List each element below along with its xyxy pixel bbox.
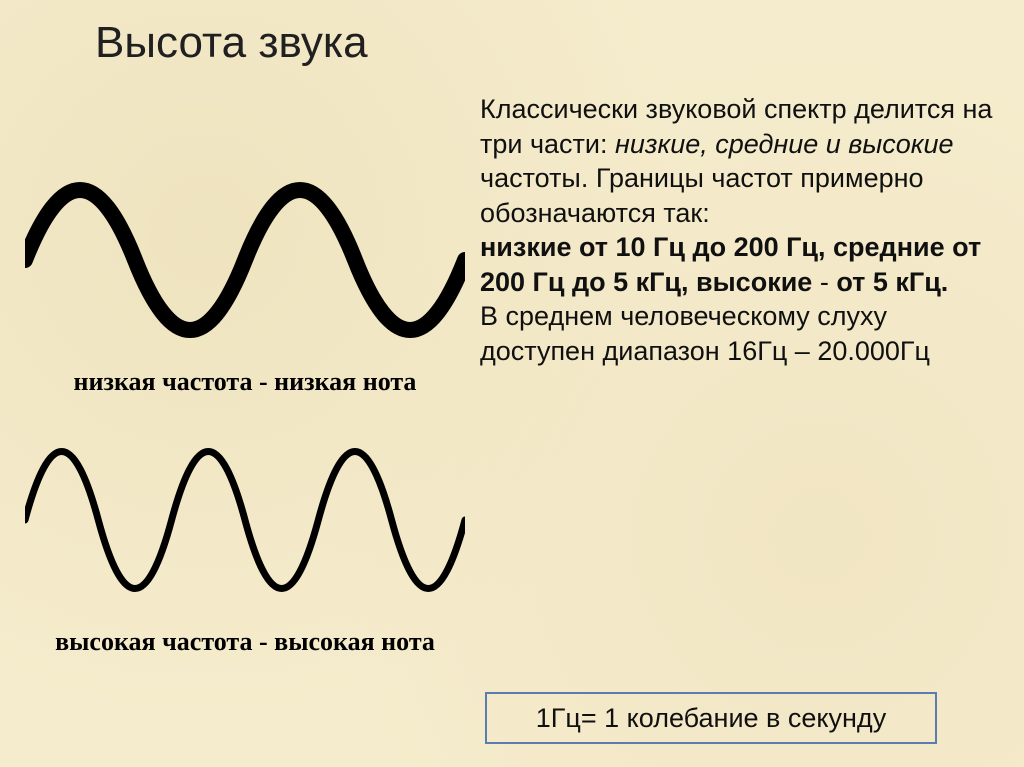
wave-low-path xyxy=(25,190,465,330)
page-title: Высота звука xyxy=(95,18,368,68)
p-line2-italic: низкие, средние и высокие xyxy=(615,129,954,159)
wave-high-frequency: высокая частота - высокая нота xyxy=(25,425,465,657)
p-line5: - xyxy=(812,267,836,297)
wave-low-svg xyxy=(25,165,465,365)
wave-low-caption: низкая частота - низкая нота xyxy=(25,367,465,397)
body-paragraph: Классически звуковой спектр делится на т… xyxy=(480,92,1000,368)
wave-low-frequency: низкая частота - низкая нота xyxy=(25,165,465,397)
wave-high-caption: высокая частота - высокая нота xyxy=(25,627,465,657)
p-line3: частоты. Границы частот примерно обознач… xyxy=(480,163,924,228)
p-line6-bold: от 5 кГц. xyxy=(836,267,948,297)
formula-text: 1Гц= 1 колебание в секунду xyxy=(536,703,886,734)
formula-box: 1Гц= 1 колебание в секунду xyxy=(485,692,937,744)
wave-high-svg xyxy=(25,425,465,625)
wave-high-path xyxy=(25,452,465,589)
p-line7: В среднем человеческому слуху доступен д… xyxy=(480,301,930,366)
